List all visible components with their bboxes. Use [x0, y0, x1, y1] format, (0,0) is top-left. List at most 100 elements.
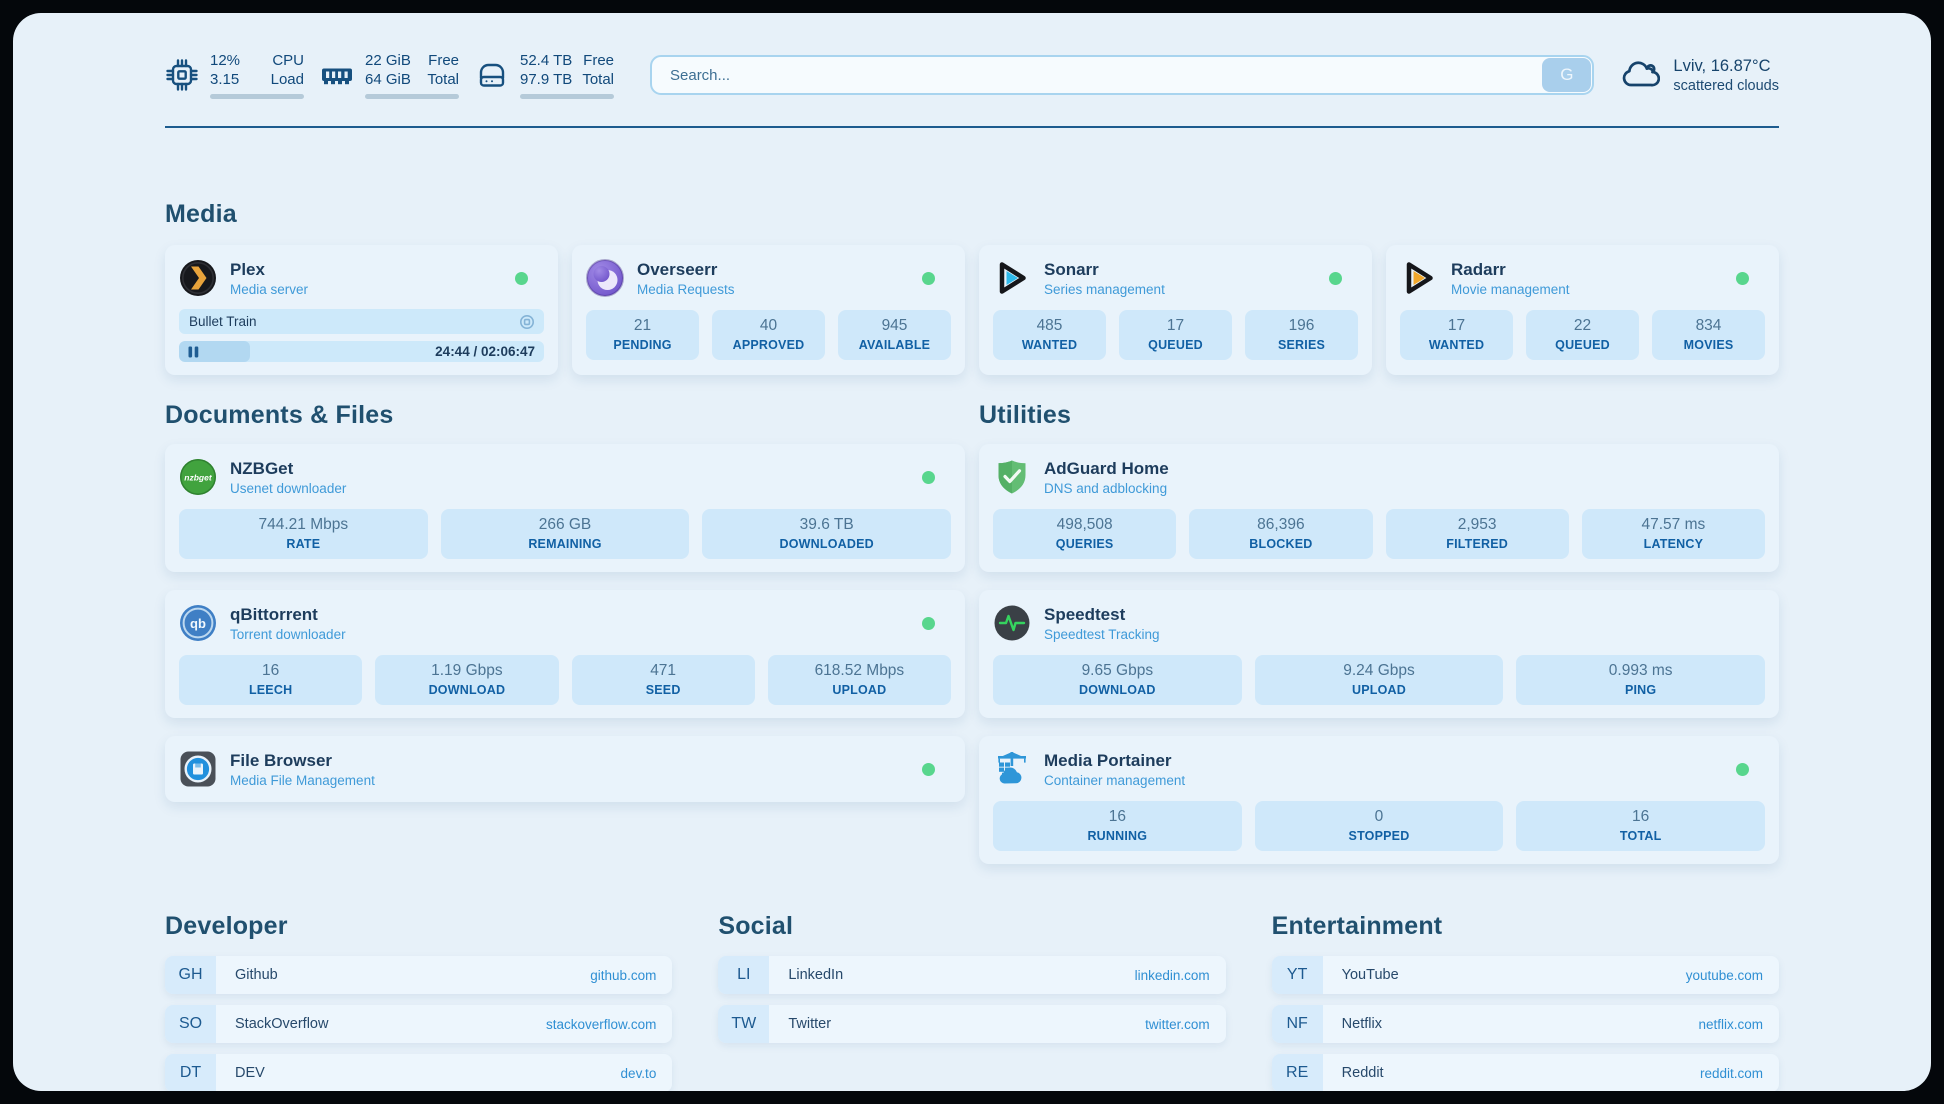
service-title: AdGuard Home — [1044, 458, 1169, 478]
bookmark-reddit[interactable]: RE Reddit reddit.com — [1271, 1054, 1779, 1091]
service-card-qbittorrent[interactable]: qb qBittorrent Torrent downloader 16 LEE… — [165, 590, 965, 718]
pause-icon[interactable] — [188, 346, 199, 358]
bookmark-name: YouTube — [1341, 967, 1399, 983]
card-head: Media Portainer Container management — [993, 749, 1765, 789]
weather-widget: Lviv, 16.87°C scattered clouds — [1620, 57, 1779, 94]
card-head: nzbget NZBGet Usenet downloader — [179, 457, 951, 497]
stat-box: 498,508 QUERIES — [993, 509, 1177, 559]
service-card-sonarr[interactable]: Sonarr Series management 485 WANTED 17 Q… — [979, 245, 1372, 375]
bookmark-stackoverflow[interactable]: SO StackOverflow stackoverflow.com — [165, 1005, 673, 1043]
stat-box: 39.6 TB DOWNLOADED — [702, 509, 951, 559]
search-provider-button[interactable]: G — [1542, 58, 1592, 92]
playback-time: 24:44 / 02:06:47 — [435, 344, 535, 359]
section-documents: Documents & Files nzbget NZBGe — [165, 401, 965, 864]
bookmark-linkedin[interactable]: LI LinkedIn linkedin.com — [718, 956, 1226, 994]
cpu-chip-icon — [165, 58, 199, 92]
bookmark-list: YT YouTube youtube.com NF Netflix netfli… — [1271, 956, 1779, 1091]
bookmark-url: linkedin.com — [1134, 967, 1210, 983]
stat-label: QUEUED — [1555, 338, 1610, 352]
cpu-progress-bar — [210, 94, 304, 99]
stat-value: 266 GB — [538, 516, 592, 533]
stat-value: 485 — [1036, 317, 1063, 334]
stat-value: 744.21 Mbps — [258, 516, 349, 533]
now-playing-row: Bullet Train — [179, 309, 544, 334]
service-card-plex[interactable]: Plex Media server Bullet Train — [165, 245, 558, 375]
stat-box: 16 RUNNING — [993, 801, 1242, 851]
stat-label: PING — [1624, 683, 1657, 697]
ram-icon — [320, 58, 354, 92]
stat-value: 945 — [881, 317, 908, 334]
bookmark-abbr: YT — [1271, 956, 1323, 994]
stat-value: 22 — [1573, 317, 1592, 334]
now-playing-title: Bullet Train — [189, 314, 257, 329]
card-head: Sonarr Series management — [993, 258, 1358, 298]
stat-value: 471 — [650, 662, 677, 679]
service-subtitle: Media Requests — [637, 281, 735, 297]
bookmark-dev[interactable]: DT DEV dev.to — [165, 1054, 673, 1091]
service-card-portainer[interactable]: Media Portainer Container management 16 … — [979, 736, 1779, 864]
cpu-label-bottom: Load — [270, 71, 304, 88]
service-card-overseerr[interactable]: Overseerr Media Requests 21 PENDING 40 A… — [572, 245, 965, 375]
stat-label: SERIES — [1277, 338, 1326, 352]
card-head: File Browser Media File Management — [179, 749, 951, 789]
stats-row: 485 WANTED 17 QUEUED 196 SERIES — [993, 310, 1358, 360]
card-titles: NZBGet Usenet downloader — [230, 459, 346, 496]
service-card-radarr[interactable]: Radarr Movie management 17 WANTED 22 QUE… — [1386, 245, 1779, 375]
service-card-speedtest[interactable]: Speedtest Speedtest Tracking 9.65 Gbps D… — [979, 590, 1779, 718]
service-card-file-browser[interactable]: File Browser Media File Management — [165, 736, 965, 802]
service-title: NZBGet — [230, 458, 294, 478]
bookmark-abbr: LI — [718, 956, 770, 994]
bookmark-twitter[interactable]: TW Twitter twitter.com — [718, 1005, 1226, 1043]
nzbget-icon: nzbget — [179, 458, 217, 496]
stats-row: 498,508 QUERIES 86,396 BLOCKED 2,953 FIL… — [993, 509, 1765, 559]
stat-box: 1.19 Gbps DOWNLOAD — [375, 655, 559, 705]
card-titles: Speedtest Speedtest Tracking — [1044, 605, 1160, 642]
bookmark-abbr: GH — [165, 956, 216, 994]
stat-box: 744.21 Mbps RATE — [179, 509, 428, 559]
stat-value: 47.57 ms — [1641, 516, 1706, 533]
card-head: qb qBittorrent Torrent downloader — [179, 603, 951, 643]
bookmarks-area: Developer GH Github github.com SO StackO… — [165, 912, 1779, 1091]
weather-condition: scattered clouds — [1673, 77, 1779, 94]
plex-icon — [179, 259, 217, 297]
sonarr-icon — [993, 259, 1031, 297]
session-target-icon[interactable] — [519, 314, 535, 330]
bookmark-url: github.com — [590, 967, 657, 983]
bookmark-group-title: Entertainment — [1271, 912, 1443, 940]
service-title: Plex — [230, 259, 265, 279]
card-head: Speedtest Speedtest Tracking — [993, 603, 1765, 643]
stats-row: 744.21 Mbps RATE 266 GB REMAINING 39.6 T… — [179, 509, 951, 559]
stat-box: 196 SERIES — [1245, 310, 1358, 360]
stat-value: 17 — [1166, 317, 1185, 334]
bookmark-url: reddit.com — [1699, 1065, 1763, 1081]
bookmark-github[interactable]: GH Github github.com — [165, 956, 673, 994]
status-dot — [515, 271, 528, 285]
stat-box: 618.52 Mbps UPLOAD — [767, 655, 951, 705]
bookmark-youtube[interactable]: YT YouTube youtube.com — [1271, 956, 1779, 994]
status-dot — [922, 762, 935, 776]
stats-row: 16 LEECH 1.19 Gbps DOWNLOAD 471 SEED 6 — [179, 655, 951, 705]
stat-label: LEECH — [248, 683, 293, 697]
weather-text: Lviv, 16.87°C scattered clouds — [1673, 57, 1779, 94]
stat-label: APPROVED — [732, 338, 805, 352]
service-card-adguard[interactable]: AdGuard Home DNS and adblocking 498,508 … — [979, 444, 1779, 572]
search-input[interactable] — [650, 55, 1595, 95]
stat-box: 22 QUEUED — [1526, 310, 1639, 360]
bookmark-netflix[interactable]: NF Netflix netflix.com — [1271, 1005, 1779, 1043]
stat-box: 40 APPROVED — [712, 310, 825, 360]
disk-free: 52.4 TB — [520, 52, 573, 69]
stat-label: QUERIES — [1055, 537, 1114, 551]
service-subtitle: Movie management — [1451, 281, 1570, 297]
stat-box: 16 TOTAL — [1516, 801, 1765, 851]
stat-value: 17 — [1447, 317, 1466, 334]
service-subtitle: Series management — [1044, 281, 1165, 297]
status-dot — [922, 616, 935, 630]
playback-progress-bar[interactable]: 24:44 / 02:06:47 — [179, 341, 544, 362]
stat-label: TOTAL — [1619, 829, 1662, 843]
service-card-nzbget[interactable]: nzbget NZBGet Usenet downloader 744.21 M… — [165, 444, 965, 572]
bookmark-name: Twitter — [788, 1016, 832, 1032]
memory-label-bottom: Total — [427, 71, 459, 88]
stat-label: DOWNLOAD — [1079, 683, 1156, 697]
stat-box: 0 STOPPED — [1254, 801, 1504, 851]
